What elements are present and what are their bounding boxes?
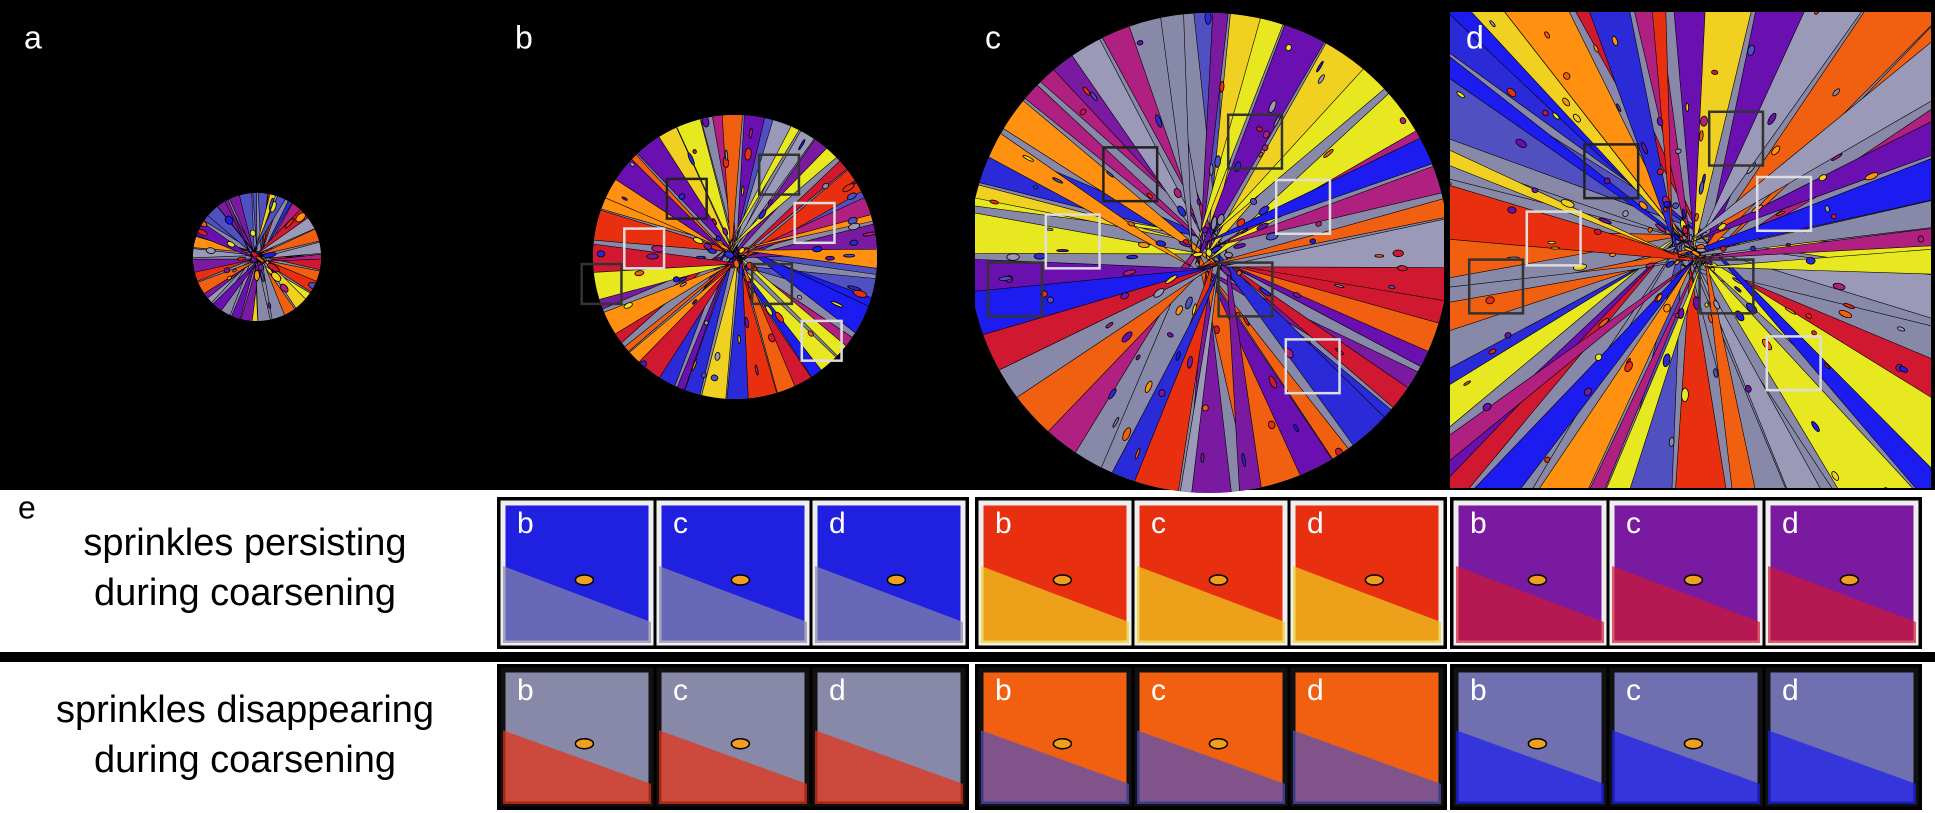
inset-label: c bbox=[1151, 507, 1166, 540]
sprinkle bbox=[250, 230, 256, 237]
sprinkle bbox=[1375, 255, 1384, 258]
row-title: sprinkles persisting bbox=[83, 522, 406, 564]
inset-sprinkle bbox=[1684, 575, 1702, 585]
inset-label: c bbox=[1626, 674, 1641, 707]
sprinkle bbox=[1918, 236, 1924, 242]
inset-label: b bbox=[517, 507, 534, 540]
panel-gap bbox=[1444, 0, 1450, 490]
inset-sprinkle bbox=[731, 739, 749, 749]
inset-sprinkle bbox=[731, 575, 749, 585]
sprinkle bbox=[1675, 149, 1681, 154]
sprinkle bbox=[1057, 249, 1069, 251]
inset-sprinkle bbox=[1684, 739, 1702, 749]
inset-label: d bbox=[1782, 674, 1799, 707]
sprinkle bbox=[826, 256, 835, 260]
sprinkle bbox=[812, 246, 822, 252]
sprinkle bbox=[738, 335, 741, 343]
inset-label: d bbox=[1782, 507, 1799, 540]
row-title: during coarsening bbox=[94, 739, 396, 781]
sprinkle bbox=[647, 254, 658, 259]
sprinkle bbox=[1831, 214, 1837, 220]
sprinkle bbox=[1689, 234, 1692, 241]
section-label: e bbox=[18, 489, 36, 525]
sprinkle bbox=[1786, 243, 1790, 246]
inset-label: c bbox=[673, 507, 688, 540]
sprinkle bbox=[1210, 164, 1214, 176]
sprinkle bbox=[1034, 253, 1045, 259]
sprinkle bbox=[597, 251, 605, 257]
inset-sprinkle bbox=[1528, 739, 1546, 749]
inset-sprinkle bbox=[1053, 739, 1071, 749]
sprinkle bbox=[701, 372, 707, 378]
sprinkle bbox=[1224, 252, 1232, 258]
inset-sprinkle bbox=[1209, 575, 1227, 585]
inset-sprinkle bbox=[1528, 575, 1546, 585]
sprinkle bbox=[1310, 239, 1316, 244]
inset-sprinkle bbox=[1209, 739, 1227, 749]
inset-label: b bbox=[995, 507, 1012, 540]
inset-label: b bbox=[517, 674, 534, 707]
inset-sprinkle bbox=[575, 739, 593, 749]
sprinkle bbox=[1397, 265, 1407, 271]
panel-label: c bbox=[985, 19, 1001, 55]
inset-label: c bbox=[1626, 507, 1641, 540]
inset-sprinkle bbox=[887, 575, 905, 585]
panel-gap bbox=[960, 0, 975, 490]
inset-sprinkle bbox=[575, 575, 593, 585]
inset-label: c bbox=[1151, 674, 1166, 707]
sprinkle bbox=[1669, 437, 1675, 447]
sprinkle bbox=[711, 374, 719, 381]
sprinkle bbox=[1548, 241, 1556, 244]
sprinkle bbox=[1007, 254, 1020, 261]
sprinkle bbox=[696, 256, 705, 259]
inset-label: d bbox=[829, 507, 846, 540]
sprinkle bbox=[1686, 103, 1689, 111]
panel-label: d bbox=[1466, 19, 1484, 55]
sprinkle bbox=[1681, 388, 1688, 402]
sprinkle bbox=[1750, 246, 1755, 251]
figure: a b c d e sprinkles persisting during coarseni… bbox=[0, 0, 1935, 813]
sprinkle bbox=[1209, 240, 1213, 245]
inset-sprinkle bbox=[1365, 575, 1383, 585]
inset-label: b bbox=[1470, 507, 1487, 540]
sprinkle bbox=[1609, 253, 1615, 257]
sprinkle bbox=[1806, 257, 1815, 264]
inset-sprinkle bbox=[1053, 575, 1071, 585]
sprinkle bbox=[1551, 247, 1560, 249]
inset-sprinkle bbox=[1840, 575, 1858, 585]
row-title: sprinkles disappearing bbox=[56, 689, 434, 731]
inset-label: d bbox=[829, 674, 846, 707]
inset-label: d bbox=[1307, 674, 1324, 707]
inset-label: d bbox=[1307, 507, 1324, 540]
inset-label: b bbox=[995, 674, 1012, 707]
sprinkle bbox=[1393, 250, 1403, 257]
sprinkle bbox=[254, 270, 259, 280]
sprinkle bbox=[850, 240, 859, 246]
panel-label: b bbox=[515, 19, 533, 55]
sprinkle bbox=[1126, 255, 1137, 259]
sprinkle bbox=[1721, 246, 1727, 252]
sprinkle bbox=[844, 254, 855, 257]
sprinkle bbox=[1214, 326, 1220, 334]
sprinkle bbox=[1201, 453, 1204, 462]
panel-label: a bbox=[24, 19, 42, 55]
sprinkle bbox=[1202, 405, 1208, 411]
inset-label: c bbox=[673, 674, 688, 707]
inset-label: b bbox=[1470, 674, 1487, 707]
row-title: during coarsening bbox=[94, 572, 396, 614]
row-divider bbox=[0, 652, 1935, 662]
sprinkle bbox=[1201, 226, 1208, 233]
sprinkle bbox=[1711, 70, 1718, 75]
sprinkle bbox=[1696, 248, 1706, 252]
sprinkle bbox=[1219, 81, 1224, 92]
